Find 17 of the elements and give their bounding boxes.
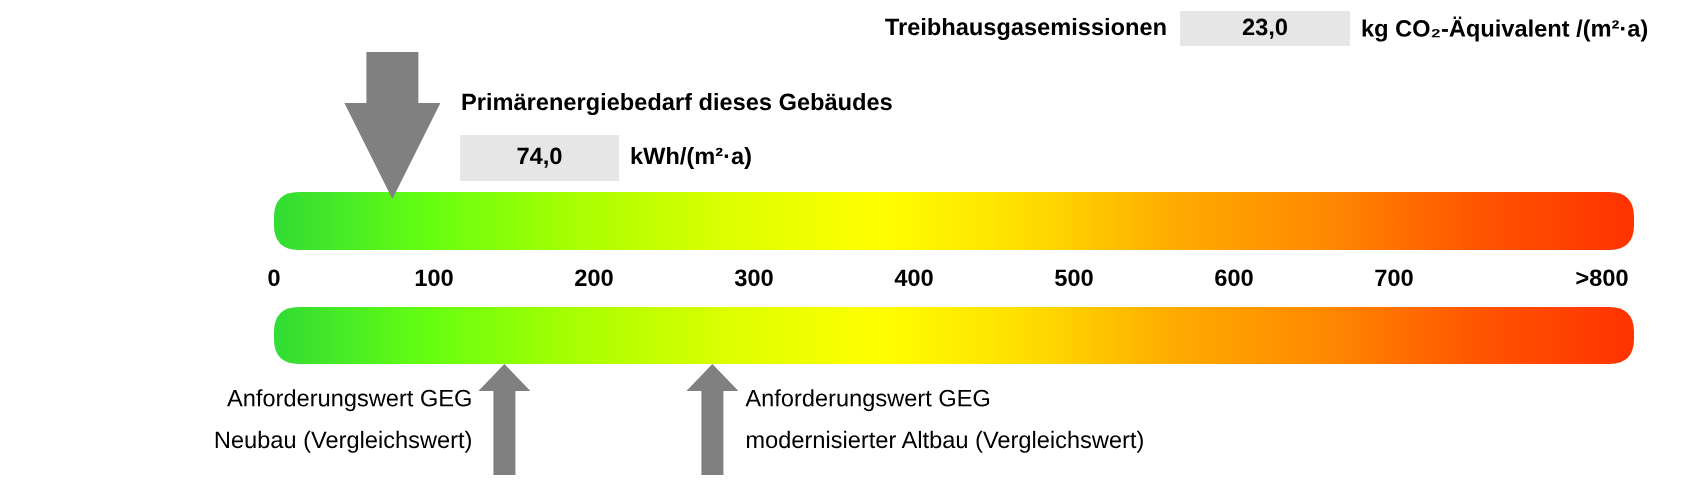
x-tick-label: 700	[1375, 269, 1413, 287]
text: 23,0	[1242, 18, 1288, 39]
x-tick-label: 300	[734, 269, 773, 287]
x-tick-label: 200	[575, 269, 613, 287]
annotation: 74,0	[517, 147, 562, 168]
ref-line-label: Anforderungswert GEG modernisierter Altbau (Vergleichswert)	[745, 389, 1143, 453]
text: Treibhausgasemissionen	[885, 17, 1166, 41]
chart-title: Primärenergiebedarf dieses Gebäudes	[462, 92, 892, 116]
x-tick-label: 400	[894, 269, 933, 287]
annotation: kWh/(m²·a)	[631, 147, 751, 170]
text: kg CO₂-Äquivalent /(m²·a)	[1362, 16, 1648, 42]
ref-line-label: Anforderungswert GEG Neubau (Vergleichswert)	[215, 389, 471, 453]
x-tick-label: 0	[268, 269, 280, 287]
x-tick-label: 600	[1215, 269, 1253, 287]
x-tick-label: 100	[415, 269, 453, 287]
x-tick-label: >800	[1576, 269, 1628, 287]
x-tick-label: 500	[1055, 269, 1093, 287]
